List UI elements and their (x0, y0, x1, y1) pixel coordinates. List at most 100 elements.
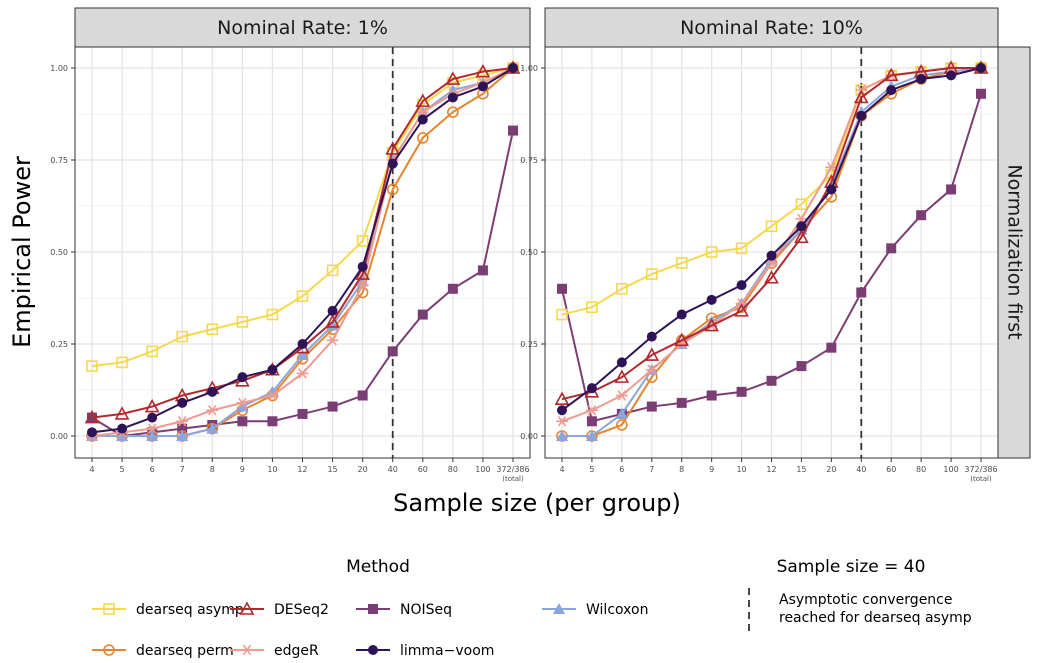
x-tick-sublabel: (total) (970, 475, 992, 483)
facet-title: Nominal Rate: 1% (217, 17, 388, 39)
y-tick-label: 0.25 (50, 340, 68, 349)
series-deseq2 (554, 60, 989, 406)
row-strip-label: Normalization first (1004, 164, 1026, 339)
data-point (645, 268, 658, 280)
facet-title: Nominal Rate: 10% (680, 17, 863, 39)
series-line (561, 67, 981, 401)
data-point (447, 92, 458, 103)
y-tick-label: 0.00 (50, 432, 68, 441)
data-point (853, 89, 869, 104)
row-strip: Normalization first (997, 46, 1031, 459)
data-point (146, 430, 159, 441)
vline-legend-label-line1: Asymptotic convergence (779, 592, 953, 608)
data-point (734, 303, 749, 317)
x-tick-label: 9 (709, 465, 714, 474)
data-point (766, 250, 777, 261)
row-strip-box (997, 46, 1031, 459)
data-point (267, 364, 278, 375)
data-point (296, 290, 309, 302)
x-tick-label: 6 (619, 465, 624, 474)
data-point (147, 412, 158, 423)
data-point (267, 416, 278, 427)
data-point (206, 422, 219, 434)
data-point (325, 314, 340, 328)
data-point (796, 221, 807, 232)
data-point (556, 308, 568, 321)
data-point (794, 229, 809, 244)
data-point (146, 423, 159, 434)
series-line (91, 67, 514, 368)
x-tick-label: 372/386 (964, 465, 997, 474)
x-tick-label: 20 (358, 465, 368, 474)
data-point (326, 264, 339, 277)
x-tick-label: 10 (736, 465, 746, 474)
legend-item-wilcoxon: Wilcoxon (542, 602, 648, 618)
series-limma-voom (87, 63, 518, 438)
data-point (116, 430, 129, 441)
data-point (554, 391, 570, 406)
data-point (644, 347, 660, 361)
legend-key-marker (241, 644, 253, 656)
data-point (176, 416, 189, 427)
legend-label: limma−voom (400, 643, 494, 659)
data-point (856, 110, 867, 121)
data-point (144, 398, 160, 413)
x-tick-sublabel: (total) (502, 475, 524, 483)
data-point (206, 323, 219, 336)
data-point (585, 430, 598, 441)
x-tick-label: 7 (649, 465, 654, 474)
data-point (557, 283, 567, 294)
data-point (146, 345, 158, 358)
data-point (84, 409, 100, 424)
x-tick-label: 372/386 (496, 465, 529, 474)
legend-key-marker (368, 604, 378, 614)
data-point (176, 330, 189, 343)
x-tick-label: 80 (916, 465, 926, 474)
legend-item-limma-voom: limma−voom (356, 643, 494, 659)
x-tick-label: 40 (856, 465, 866, 474)
data-point (206, 404, 219, 416)
legend-label: dearseq asymp (136, 602, 244, 618)
data-point (557, 405, 567, 416)
y-tick-label: 0.50 (520, 248, 538, 257)
data-point (976, 63, 986, 73)
data-point (508, 63, 518, 73)
y-tick-label: 0.75 (520, 156, 538, 165)
data-point (705, 246, 718, 258)
x-tick-label: 15 (796, 465, 806, 474)
facet-panel-1: Nominal Rate: 1% 4 5 6 7 8 9 10 12 15 20 40 60 80 100 3… (50, 7, 531, 483)
data-point (447, 283, 458, 294)
data-point (445, 71, 461, 85)
vline-legend-label-line2: reached for dearseq asymp (779, 610, 972, 626)
data-point (417, 114, 428, 125)
x-tick-label: 8 (210, 465, 215, 474)
data-point (117, 423, 128, 434)
data-point (86, 360, 98, 372)
y-tick-label: 0.25 (520, 340, 538, 349)
data-point (616, 282, 628, 295)
data-point (296, 349, 309, 361)
data-point (237, 372, 248, 383)
data-point (236, 400, 249, 412)
x-tick-label: 8 (679, 465, 684, 474)
data-point (475, 64, 491, 78)
data-point (266, 390, 279, 401)
data-point (886, 243, 897, 254)
data-point (508, 125, 518, 136)
data-point (883, 67, 899, 82)
data-point (706, 294, 717, 305)
data-point (676, 309, 687, 320)
data-point (297, 408, 308, 419)
data-point (176, 430, 189, 441)
legend-title: Method (346, 557, 410, 577)
data-point (615, 407, 628, 419)
legend-key-marker (368, 645, 378, 655)
x-tick-label: 10 (267, 465, 277, 474)
data-point (736, 280, 747, 291)
data-point (416, 132, 429, 144)
data-point (616, 419, 628, 431)
x-tick-label: 100 (943, 465, 958, 474)
data-point (916, 74, 927, 85)
x-tick-label: 80 (448, 465, 458, 474)
data-point (116, 356, 128, 369)
